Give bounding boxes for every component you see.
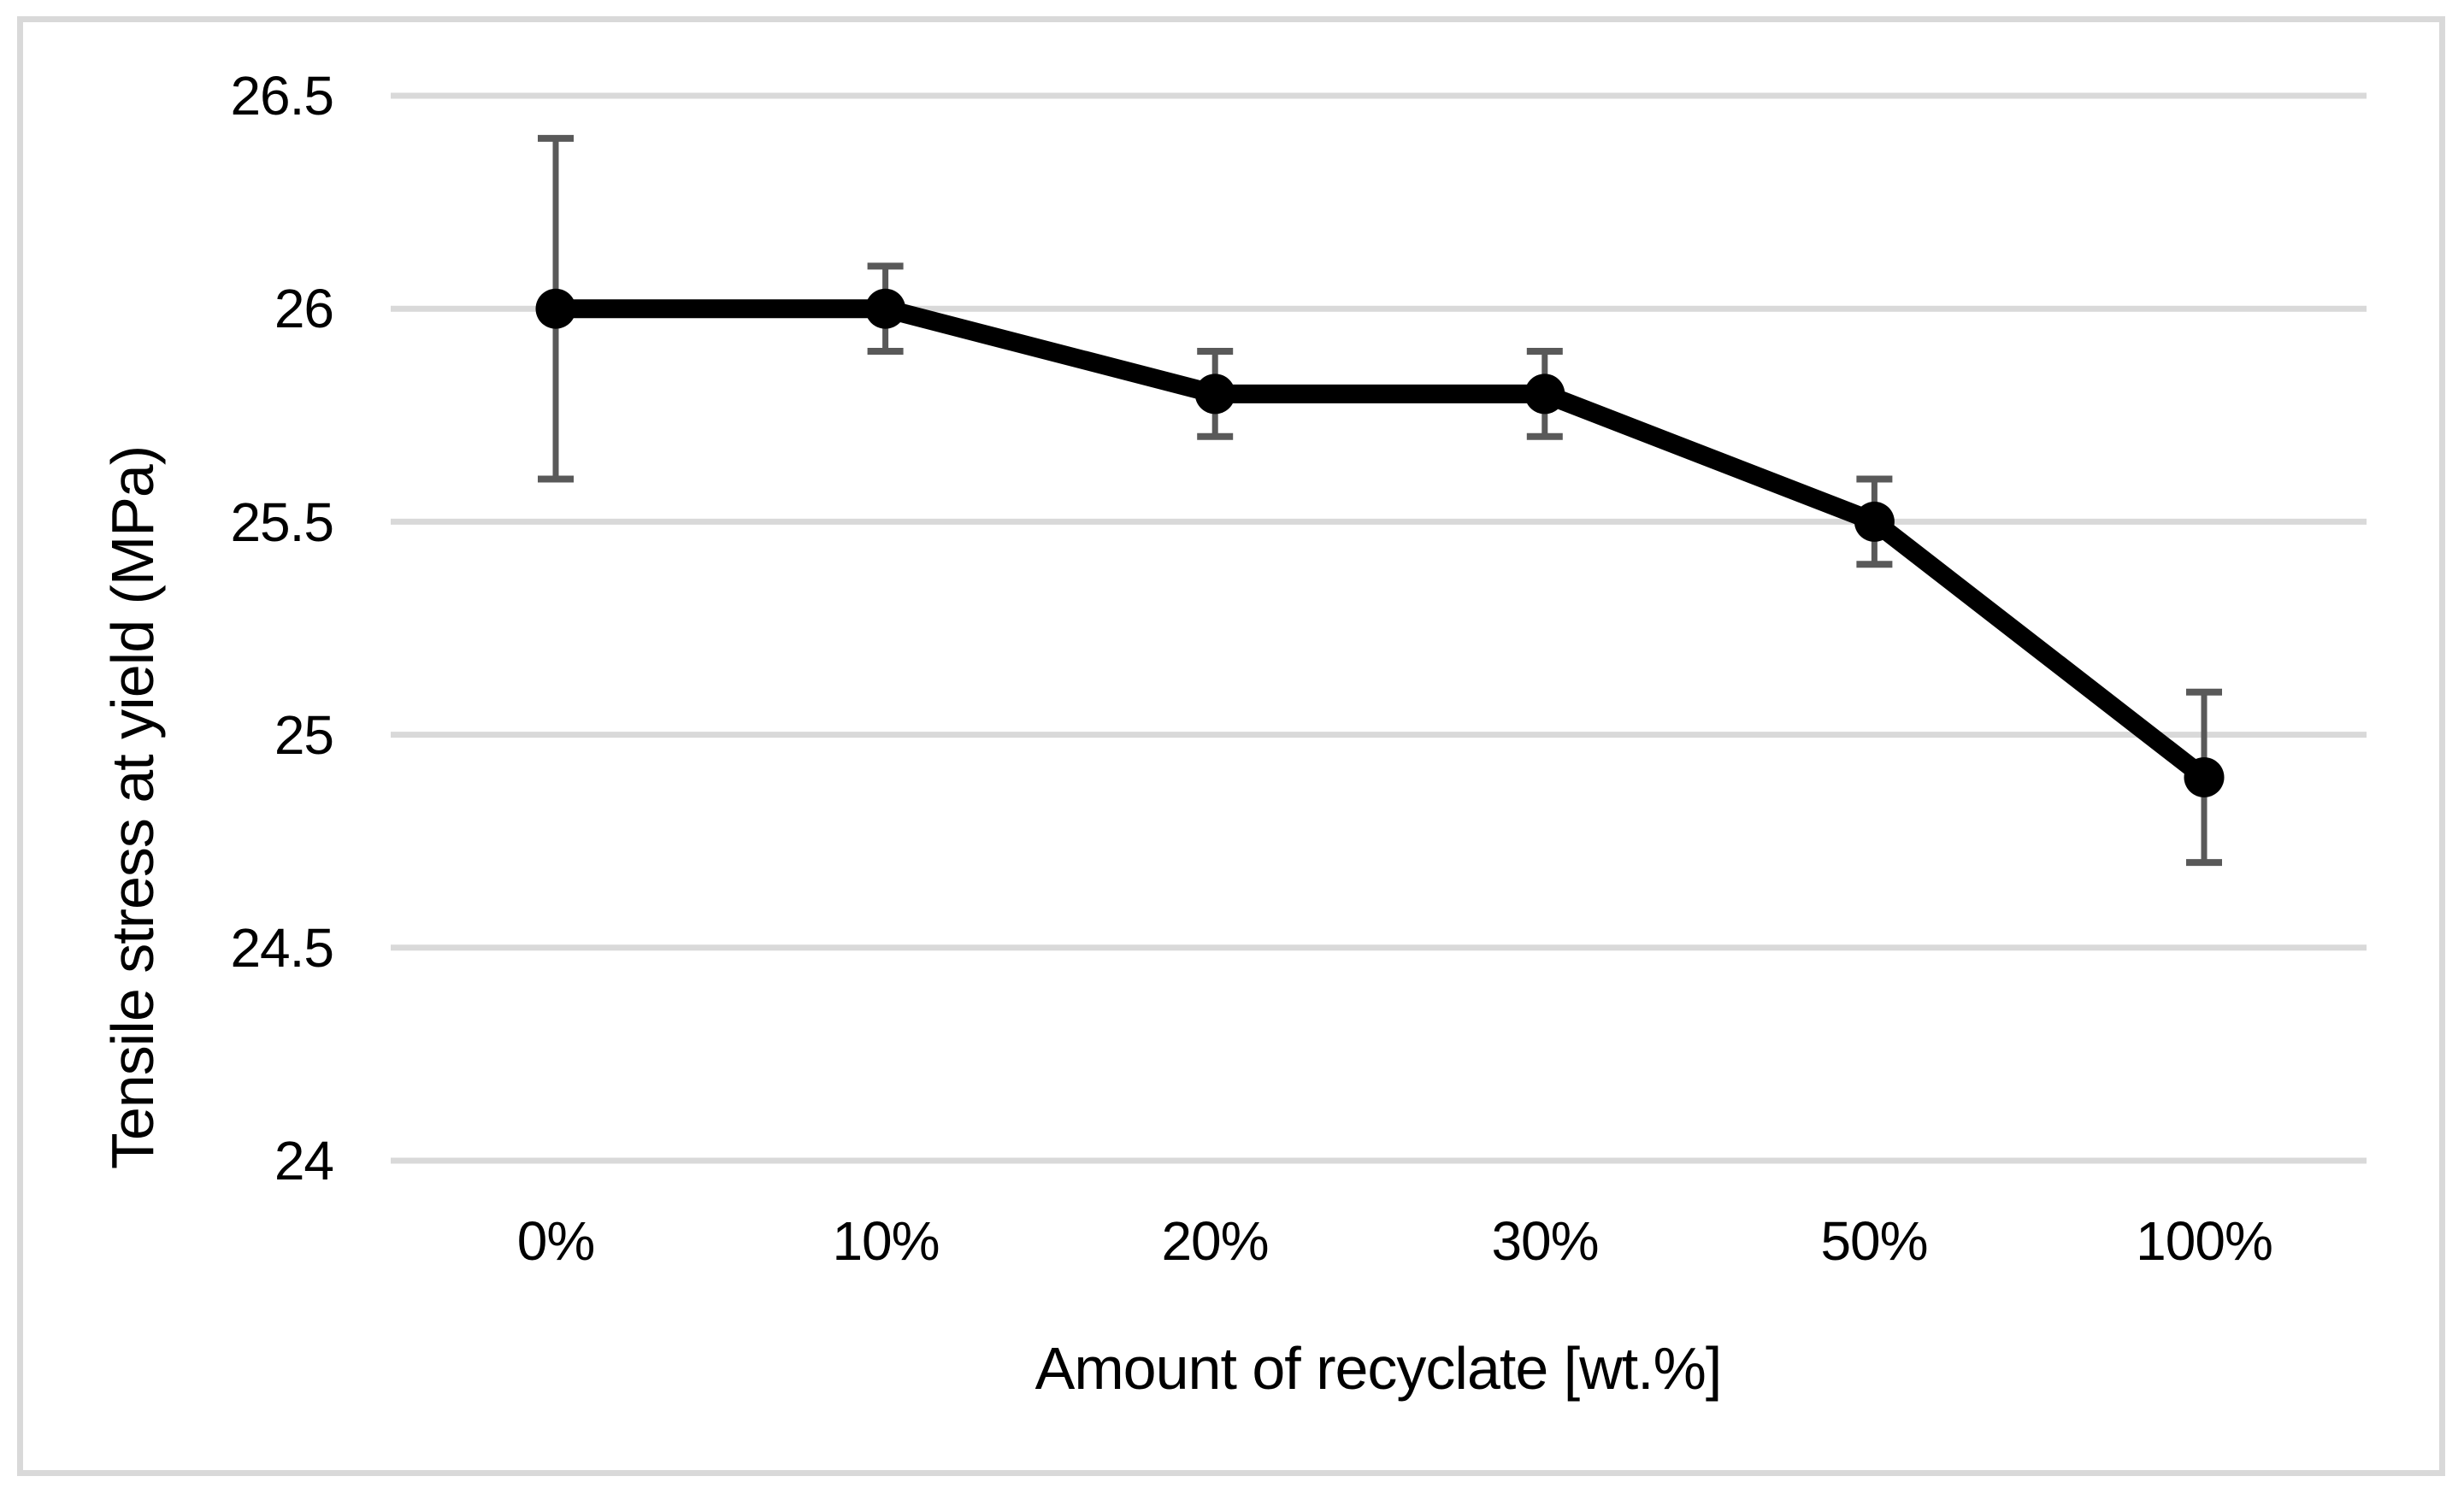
data-point-markers bbox=[535, 288, 2225, 797]
x-tick-label: 0% bbox=[516, 1210, 596, 1272]
x-tick-label: 20% bbox=[1161, 1210, 1269, 1272]
y-tick-label: 24 bbox=[274, 1130, 334, 1191]
x-tick-label: 50% bbox=[1820, 1210, 1928, 1272]
series-polyline bbox=[546, 299, 2213, 787]
x-tick-label: 100% bbox=[2136, 1210, 2273, 1272]
y-axis-title: Tensile stress at yield (MPa) bbox=[99, 445, 166, 1170]
data-point-marker bbox=[535, 288, 576, 329]
data-point-marker bbox=[1854, 501, 1895, 542]
error-bars bbox=[538, 134, 2222, 867]
gridlines bbox=[391, 92, 2367, 1164]
x-tick-label: 10% bbox=[832, 1210, 940, 1272]
y-tick-label: 24.5 bbox=[230, 917, 334, 979]
data-point-marker bbox=[2184, 756, 2225, 797]
chart-outer-border bbox=[17, 16, 2445, 1476]
data-point-marker bbox=[1524, 374, 1565, 415]
y-tick-label: 26.5 bbox=[230, 65, 334, 126]
x-tick-label: 30% bbox=[1491, 1210, 1599, 1272]
y-tick-label: 25 bbox=[274, 704, 334, 766]
data-point-marker bbox=[865, 288, 906, 329]
x-axis-title: Amount of recyclate [wt.%] bbox=[1035, 1335, 1723, 1402]
y-tick-label: 25.5 bbox=[230, 491, 334, 553]
y-tick-label: 26 bbox=[274, 278, 334, 339]
data-point-marker bbox=[1194, 374, 1235, 415]
series-line bbox=[546, 299, 2213, 787]
